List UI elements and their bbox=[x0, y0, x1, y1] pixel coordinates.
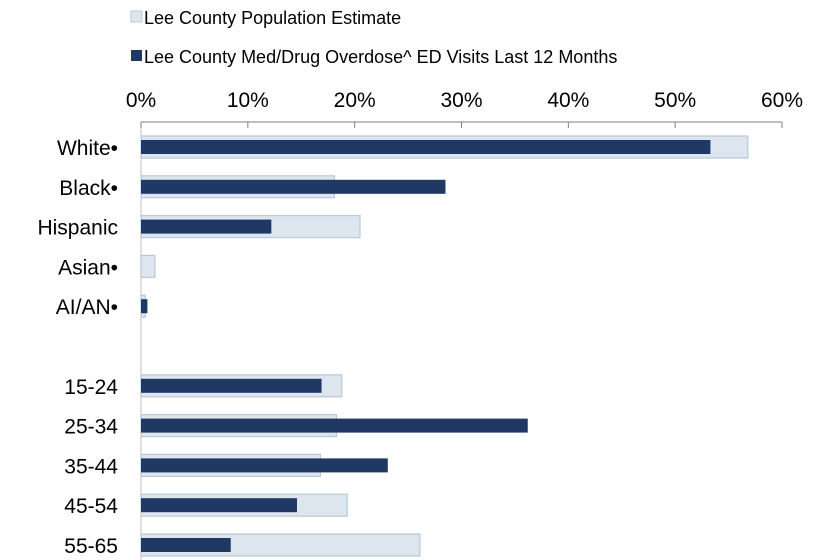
x-tick-label: 20% bbox=[334, 89, 376, 112]
legend-swatch bbox=[131, 50, 142, 61]
legend-label: Lee County Med/Drug Overdose^ ED Visits … bbox=[144, 47, 617, 67]
bar-ed-visits bbox=[141, 458, 388, 473]
legend-label: Lee County Population Estimate bbox=[144, 8, 401, 28]
bar-ed-visits bbox=[141, 299, 148, 314]
x-tick-label: 50% bbox=[654, 89, 696, 112]
category-label: White• bbox=[57, 137, 118, 160]
bars bbox=[140, 135, 749, 557]
legend-swatch bbox=[130, 10, 143, 23]
chart-legend: Lee County Population Estimate Lee County… bbox=[130, 8, 617, 67]
bar-ed-visits bbox=[141, 538, 231, 552]
category-label: AI/AN• bbox=[56, 296, 118, 319]
category-label: 55-65 bbox=[64, 535, 118, 558]
bar-ed-visits bbox=[141, 179, 446, 194]
bar-ed-visits bbox=[141, 219, 272, 234]
category-label: 15-24 bbox=[64, 376, 118, 399]
x-tick-label: 30% bbox=[440, 89, 482, 112]
category-label: 45-54 bbox=[64, 495, 118, 518]
category-label: Hispanic bbox=[37, 217, 118, 240]
x-tick-label: 0% bbox=[126, 89, 156, 112]
category-label: Black• bbox=[59, 177, 118, 200]
bar-ed-visits bbox=[141, 498, 297, 513]
bar-ed-visits bbox=[141, 140, 711, 154]
bar-ed-visits bbox=[141, 418, 528, 433]
x-tick-label: 60% bbox=[761, 89, 803, 112]
x-axis: 0% 10% 20% 30% 40% 50% 60% bbox=[126, 89, 803, 560]
category-label: 25-34 bbox=[64, 416, 118, 439]
bar-population-estimate bbox=[140, 254, 156, 278]
category-label: 35-44 bbox=[64, 455, 118, 478]
x-tick-label: 10% bbox=[227, 89, 269, 112]
category-label: Asian• bbox=[58, 256, 118, 279]
bar-ed-visits bbox=[141, 378, 322, 393]
x-tick-label: 40% bbox=[547, 89, 589, 112]
category-labels: White• Black• Hispanic Asian• AI/AN• 15-24 25-… bbox=[37, 137, 118, 558]
